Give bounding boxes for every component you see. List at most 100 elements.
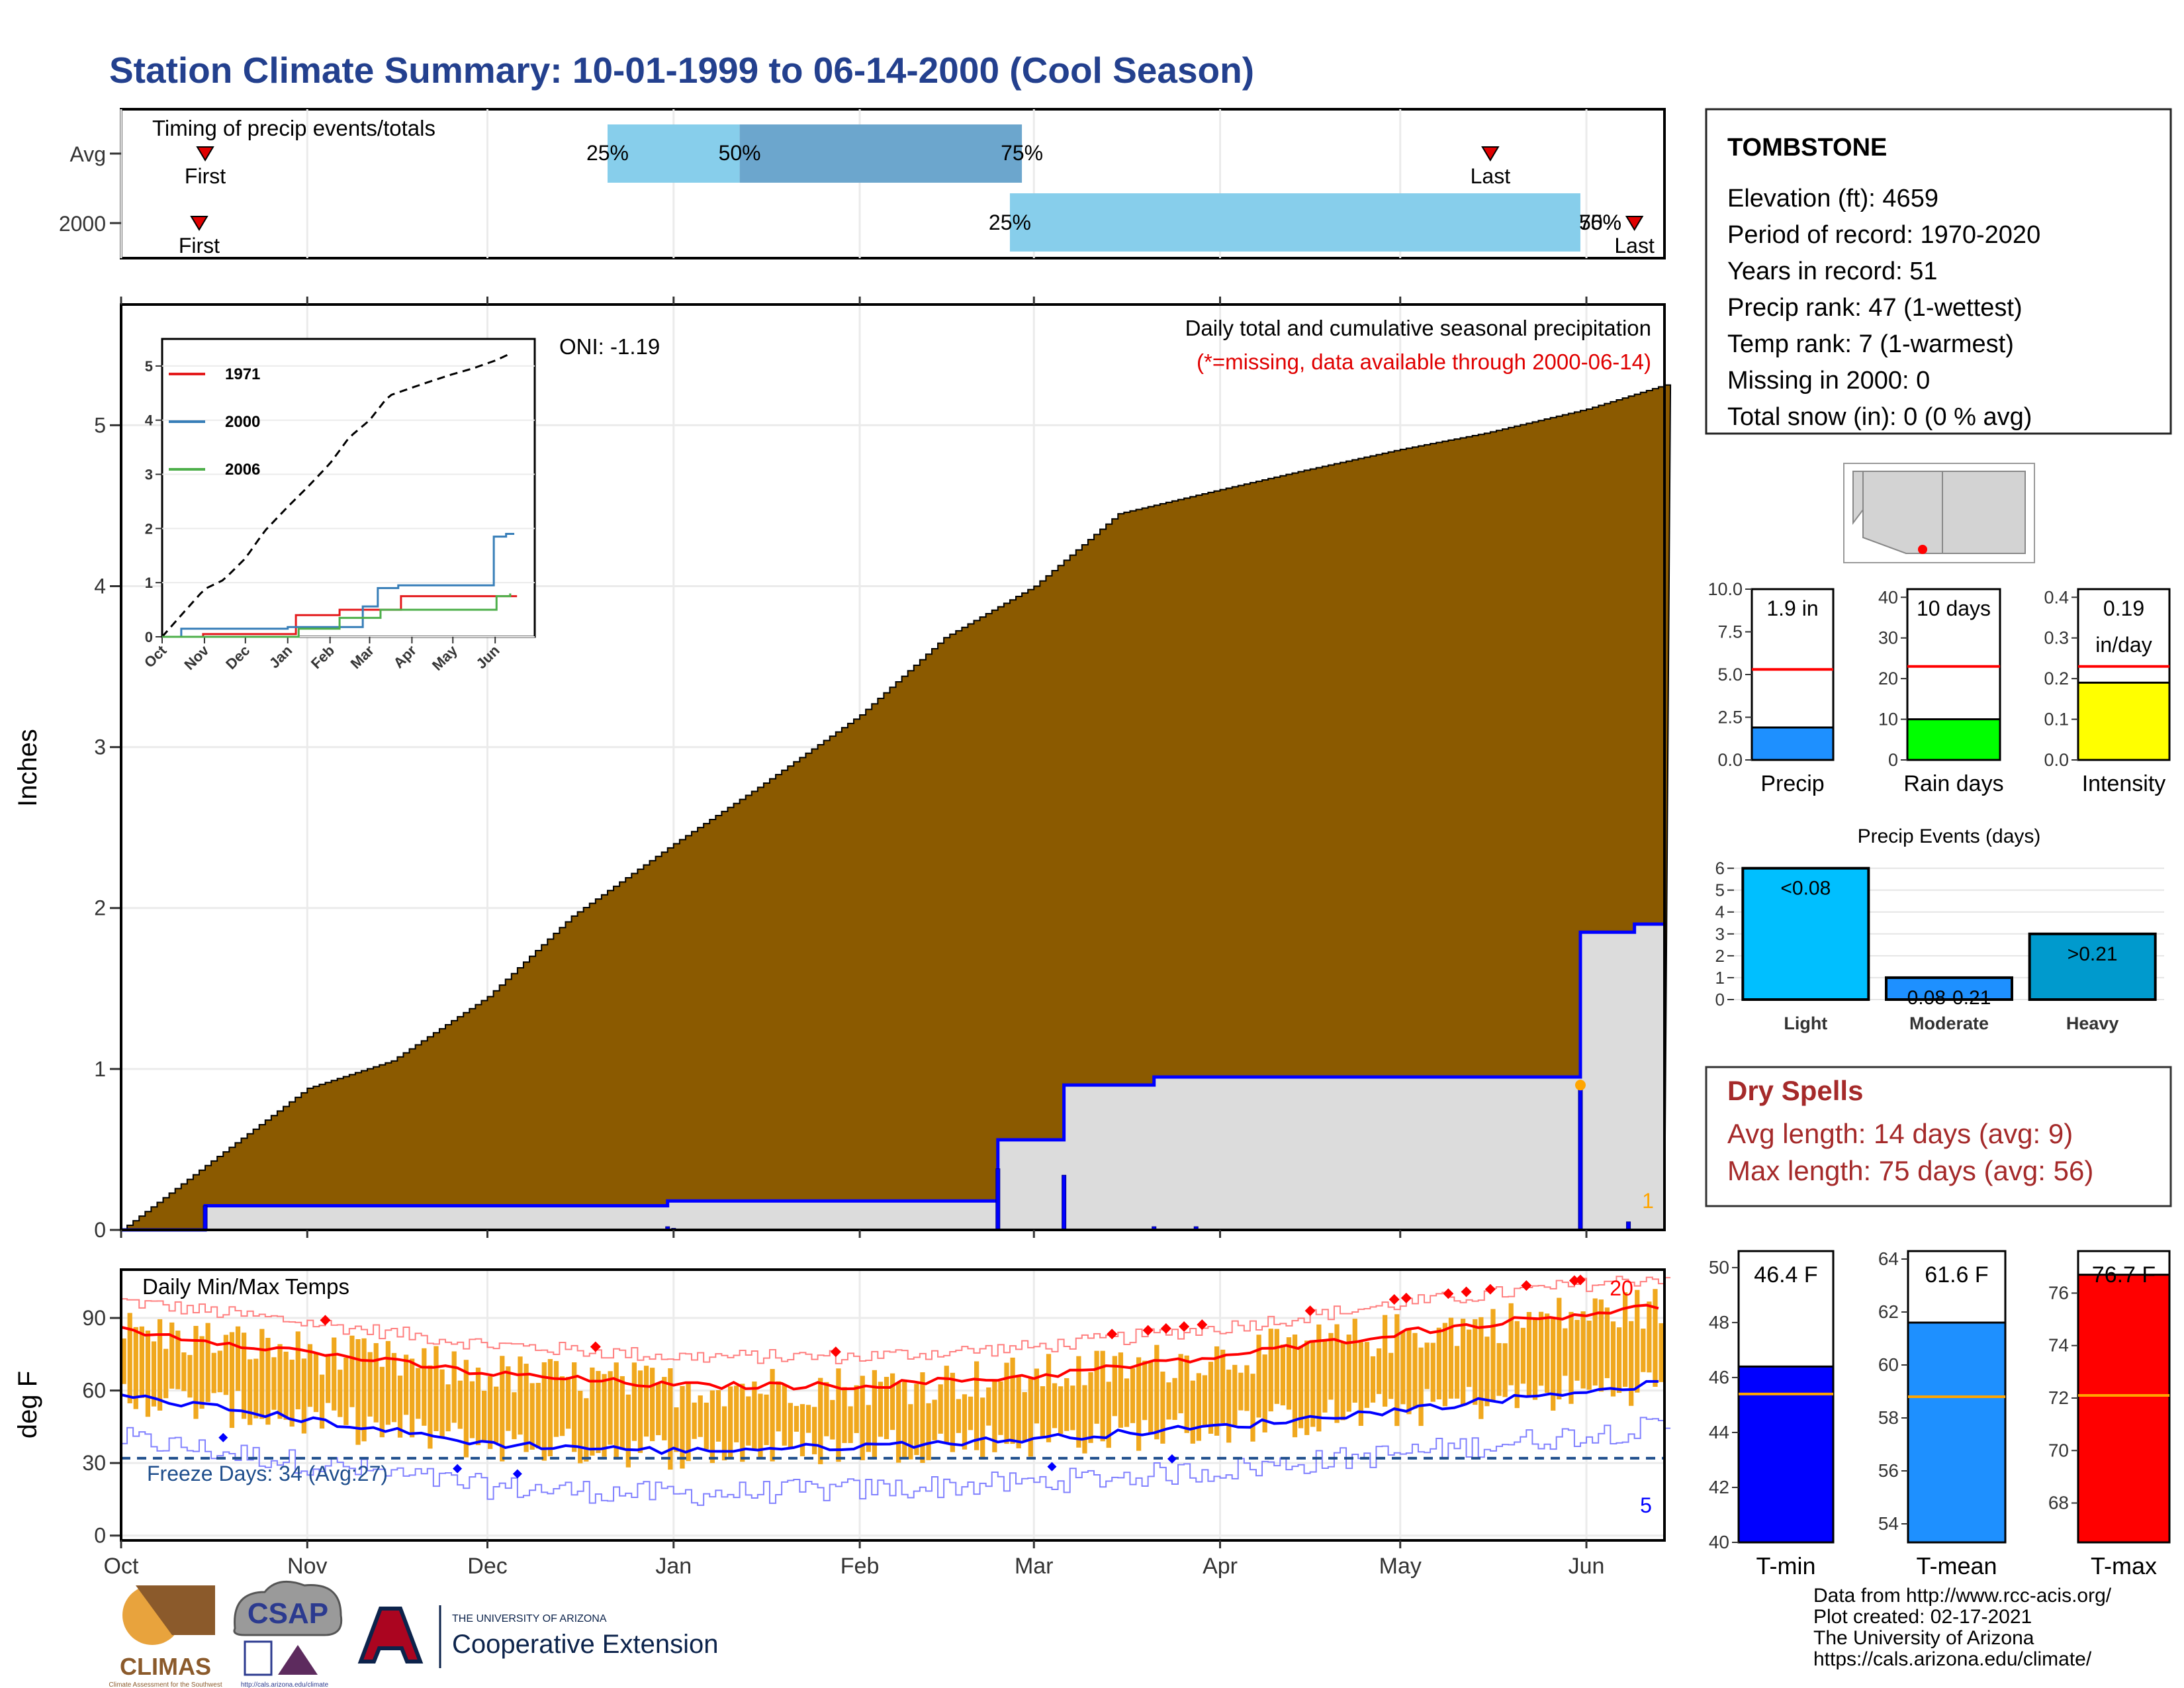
temp-daily-bar (878, 1382, 884, 1437)
temp-daily-bar (950, 1372, 955, 1452)
climas-logo-text: CLIMAS (120, 1653, 211, 1680)
temp-daily-bar (211, 1352, 216, 1393)
temp-daily-bar (289, 1360, 295, 1427)
temp-daily-bar (235, 1326, 241, 1391)
temp-daily-bar (1340, 1342, 1345, 1421)
temp-daily-bar (1004, 1362, 1009, 1444)
temp-daily-bar (637, 1370, 643, 1453)
temp-daily-bar (1448, 1317, 1454, 1399)
temp-ytick-label: 60 (82, 1379, 106, 1403)
temp-daily-bar (584, 1398, 589, 1462)
temp-daily-bar (1442, 1323, 1448, 1407)
credit-line: https://cals.arizona.edu/climate/ (1813, 1648, 2092, 1670)
temp-daily-bar (1202, 1375, 1208, 1427)
temp-daily-bar (1592, 1298, 1598, 1386)
temp-daily-bar (854, 1385, 859, 1433)
temp-daily-bar (379, 1366, 385, 1438)
temp-daily-bar (253, 1358, 259, 1419)
temp-daily-bar (680, 1385, 685, 1469)
temp-daily-bar (1629, 1321, 1634, 1406)
temp-daily-bar (1484, 1336, 1490, 1407)
temp-ylabel: deg F (13, 1371, 42, 1438)
temp-daily-bar (590, 1367, 595, 1456)
precip-2000-cumulative-line (121, 922, 1664, 1232)
temp-daily-bar (812, 1407, 817, 1454)
temp-daily-bar (1292, 1335, 1298, 1438)
mini-bar-name: Precip (1760, 771, 1824, 796)
precip-missing-note: (*=missing, data available through 2000-… (1197, 350, 1651, 374)
temp-daily-bar (553, 1361, 559, 1437)
temp-daily-bar (361, 1338, 367, 1442)
temp-daily-bar (698, 1395, 703, 1437)
events-bar-label: 0.08-0.21 (1907, 987, 1991, 1009)
temp-daily-bar (1166, 1382, 1171, 1420)
temp-daily-bar (578, 1391, 583, 1464)
inset-series-2006 (162, 593, 512, 638)
temp-daily-bar (848, 1406, 853, 1443)
temp-daily-bar (1232, 1364, 1238, 1426)
temp-daily-bar (896, 1383, 901, 1463)
temp-record-high-marker (1569, 1275, 1580, 1286)
temp-xtick-label: Oct (104, 1554, 139, 1579)
oni-label: ONI: -1.19 (559, 334, 660, 359)
temp-daily-bar (614, 1362, 619, 1460)
temp-daily-bar (241, 1333, 247, 1419)
temp-daily-bar (1526, 1311, 1532, 1396)
temp-daily-bar (770, 1369, 775, 1462)
timing-row-label: Avg (69, 142, 106, 166)
temp-daily-bar (1130, 1368, 1136, 1423)
mini-bar-ytick-label: 20 (1878, 669, 1898, 688)
temp-daily-bar (1436, 1327, 1441, 1399)
temp-daily-bar (1370, 1356, 1376, 1403)
temp-daily-bar (1058, 1386, 1064, 1434)
temp-daily-bar (1196, 1373, 1201, 1441)
temp-daily-bar (1088, 1372, 1093, 1443)
precip-count-label: 1 (1642, 1189, 1654, 1213)
climas-logo-shape (136, 1585, 215, 1635)
temp-daily-bar (674, 1407, 679, 1452)
temp-daily-bar (157, 1319, 163, 1411)
temp-record-high-marker (1179, 1321, 1190, 1332)
temp-daily-bar (625, 1394, 631, 1468)
precip-ytick-label: 5 (94, 413, 106, 437)
temp-daily-bar (1502, 1343, 1508, 1397)
temp-bar-ytick-label: 72 (2048, 1387, 2069, 1408)
temp-daily-bar (715, 1390, 721, 1442)
station-info-box: TOMBSTONE Elevation (ft): 4659 Period of r… (1705, 108, 2172, 435)
temp-daily-bar (163, 1348, 169, 1399)
timing-avg-first-marker (196, 146, 214, 162)
temp-daily-bar (704, 1402, 709, 1450)
temp-daily-bar (721, 1406, 727, 1461)
temp-daily-bar (506, 1366, 511, 1431)
temp-daily-bar (1551, 1318, 1556, 1411)
temp-daily-bar (1424, 1342, 1430, 1389)
temp-daily-bar (1454, 1346, 1460, 1399)
temp-daily-bar (433, 1346, 439, 1431)
timing-2000-first-label: First (179, 234, 220, 258)
temp-bar-label: 46.4 F (1754, 1262, 1817, 1288)
dry-spells-max: Max length: 75 days (avg: 56) (1727, 1155, 2093, 1186)
temp-bar-ytick-label: 58 (1878, 1407, 1899, 1428)
temp-daily-bar (740, 1383, 745, 1462)
temp-daily-bar (1274, 1329, 1279, 1404)
temp-daily-bar (181, 1352, 187, 1391)
temp-daily-bar (145, 1331, 151, 1417)
temp-daily-bar (1538, 1311, 1544, 1386)
station-info-line: Precip rank: 47 (1-wettest) (1727, 294, 2023, 322)
temp-daily-bar (1076, 1356, 1081, 1448)
temp-daily-bar (326, 1354, 331, 1403)
temp-daily-bar (523, 1364, 529, 1452)
mini-bar-ytick-label: 2.5 (1717, 708, 1743, 727)
temp-bar-ytick-label: 64 (1878, 1248, 1899, 1269)
temp-daily-bar (169, 1322, 175, 1389)
credits: Data from http://www.rcc-acis.org/Plot c… (1813, 1585, 2112, 1670)
events-title: Precip Events (days) (1858, 825, 2041, 847)
temp-daily-bar (547, 1359, 553, 1456)
inset-ytick-label: 3 (145, 467, 153, 483)
temp-daily-bar (1352, 1319, 1357, 1403)
temp-daily-bar (1100, 1350, 1105, 1442)
station-info-line: Period of record: 1970-2020 (1727, 221, 2040, 249)
temp-daily-bar (500, 1356, 505, 1462)
temp-daily-bar (662, 1377, 667, 1440)
